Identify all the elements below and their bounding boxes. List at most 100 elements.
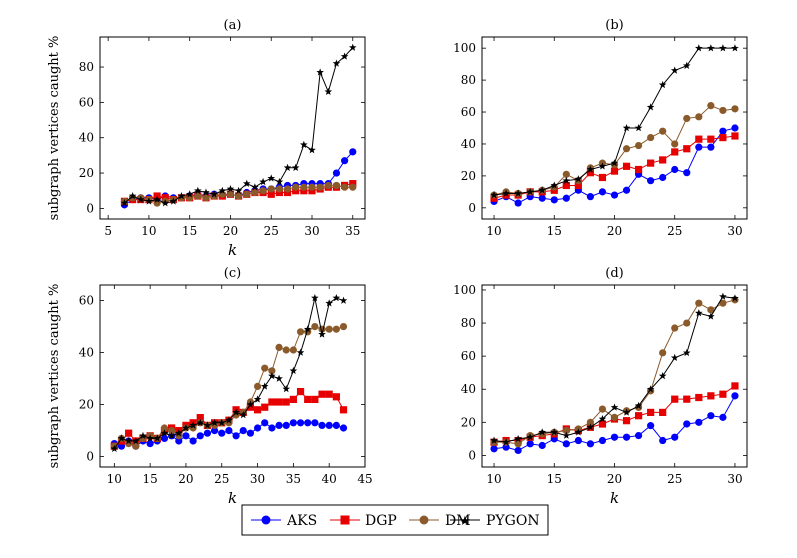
point-pygon [303, 325, 312, 333]
point-pygon [203, 421, 212, 429]
point-dm [647, 133, 655, 142]
point-pygon [120, 199, 129, 207]
x-tick-label-c: 35 [286, 472, 301, 486]
point-dm [659, 127, 667, 135]
point-dm [325, 325, 333, 333]
point-pygon [719, 292, 727, 300]
point-dm [671, 140, 679, 148]
y-tick-label-a: 40 [79, 131, 94, 145]
point-dm [586, 418, 595, 426]
legend-label-aks: AKS [286, 513, 317, 529]
x-tick-label-a: 5 [104, 224, 112, 238]
point-pygon [670, 66, 679, 74]
point-aks [268, 424, 276, 432]
point-dm [659, 349, 667, 357]
legend-marker-dm [419, 515, 429, 525]
point-aks [182, 432, 190, 440]
x-tick-label-a: 20 [223, 224, 238, 238]
x-tick-label-b: 30 [727, 224, 742, 238]
point-dm [324, 181, 332, 190]
point-dgp [707, 392, 715, 400]
point-dgp [671, 395, 679, 403]
point-pygon [308, 146, 316, 154]
point-aks [253, 424, 262, 432]
y-tick-label-a: 0 [86, 201, 94, 215]
plot-title-b: (b) [605, 18, 623, 33]
point-pygon [210, 190, 218, 198]
point-dm [125, 440, 133, 448]
y-tick-label-d: 80 [461, 316, 476, 330]
plots-layer: (a) 5 10 15 20 25 30 35 0 20 40 60 80 k subgraph verti… [47, 18, 748, 507]
point-aks [282, 421, 290, 429]
point-aks [311, 419, 319, 427]
point-aks [671, 433, 679, 441]
point-dgp [719, 133, 727, 142]
point-dm [300, 183, 308, 191]
point-pygon [275, 177, 284, 186]
point-pygon [275, 374, 283, 382]
y-tick-label-d: 0 [468, 448, 476, 462]
x-tick-label-c: 20 [178, 472, 193, 486]
point-pygon [202, 188, 210, 196]
x-axis-label-a: k [228, 241, 237, 259]
point-aks [339, 424, 348, 432]
point-dgp [598, 173, 607, 182]
point-pygon [622, 408, 631, 416]
point-dgp [634, 412, 643, 420]
point-pygon [300, 140, 308, 149]
point-aks [586, 440, 595, 448]
point-pygon [502, 438, 510, 446]
point-aks [634, 431, 643, 440]
point-aks [502, 443, 510, 451]
point-dm [349, 183, 357, 191]
point-dm [168, 427, 176, 435]
point-pygon [658, 80, 667, 89]
point-pygon [610, 159, 619, 167]
point-dm [332, 181, 341, 190]
point-aks [647, 177, 655, 185]
point-dm [308, 183, 316, 191]
point-dgp [339, 406, 348, 414]
point-dgp [659, 408, 667, 416]
point-pygon [490, 191, 498, 199]
point-pygon [128, 192, 137, 200]
point-aks [332, 421, 340, 429]
point-dgp [562, 181, 570, 190]
point-pygon [189, 421, 197, 429]
point-pygon [658, 372, 667, 380]
point-pygon [526, 433, 534, 441]
x-tick-label-d: 10 [486, 472, 501, 486]
series-pygon-c [110, 294, 348, 453]
axes-frame-c [99, 284, 366, 468]
plot-b: (b) 10 15 20 25 30 0 20 40 60 80 100 [453, 18, 748, 238]
y-tick-label-b: 80 [461, 73, 476, 87]
legend: AKS DGP DM ★ PYGON [241, 504, 549, 536]
point-dm [202, 194, 210, 202]
point-dgp [282, 398, 290, 406]
point-pygon [598, 162, 607, 170]
point-pygon [268, 372, 276, 380]
point-pygon [682, 61, 691, 69]
point-aks [246, 429, 255, 437]
point-aks [232, 432, 240, 440]
y-tick-label-c: 0 [86, 450, 94, 464]
point-dm [261, 364, 269, 372]
point-pygon [316, 68, 324, 76]
point-aks [586, 193, 595, 201]
point-dgp [634, 165, 643, 174]
plot-title-a: (a) [224, 18, 242, 33]
point-pygon [253, 395, 262, 403]
point-dm [311, 323, 319, 331]
point-aks [731, 124, 739, 132]
x-tick-label-d: 30 [727, 472, 742, 486]
point-pygon [731, 44, 739, 52]
point-pygon [348, 43, 357, 51]
point-dm [695, 113, 703, 121]
point-dgp [574, 181, 582, 190]
x-tick-label-c: 25 [214, 472, 229, 486]
point-dm [562, 427, 570, 435]
point-pygon [562, 176, 571, 184]
point-dgp [683, 145, 691, 153]
point-aks [707, 143, 715, 151]
point-pygon [239, 411, 248, 419]
